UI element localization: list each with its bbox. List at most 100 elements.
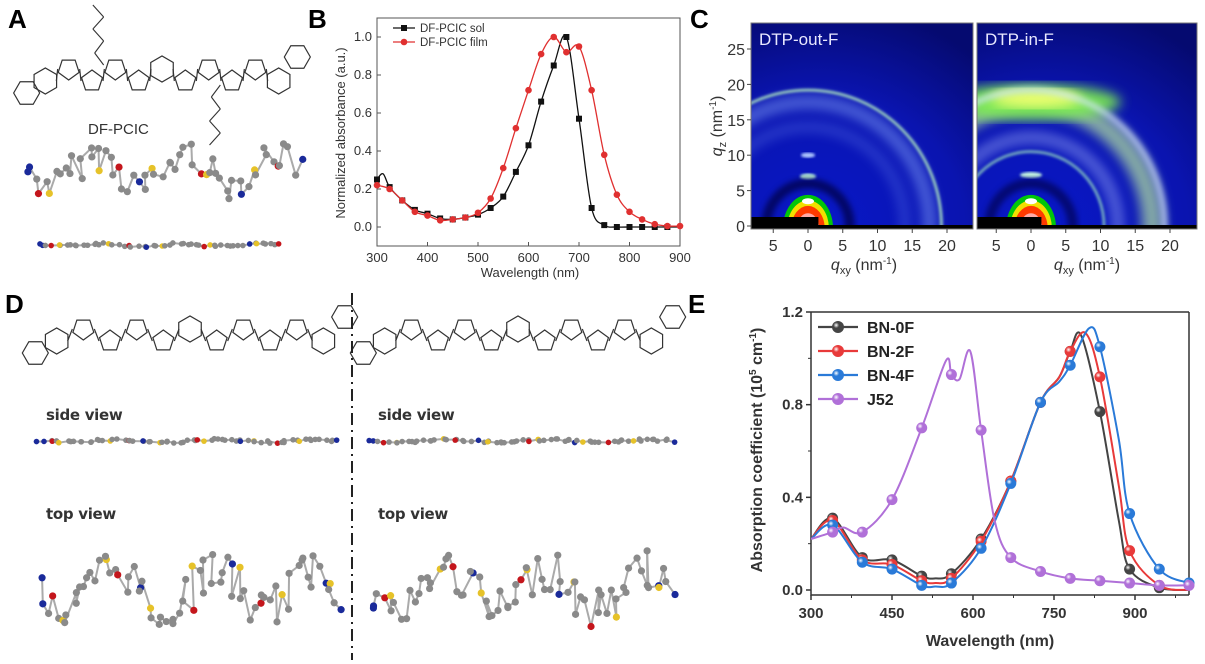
atom (67, 152, 76, 160)
bond (395, 328, 401, 342)
atom (536, 438, 543, 444)
atom (76, 155, 84, 163)
side-view-label-right: side view (378, 406, 455, 424)
atom (188, 161, 196, 169)
atom (571, 578, 579, 586)
atom (224, 553, 232, 561)
atom (520, 437, 527, 443)
atom (324, 437, 330, 444)
atom (257, 599, 265, 607)
atom (124, 573, 133, 581)
atom (180, 240, 187, 247)
data-point (424, 212, 431, 219)
atom (485, 438, 491, 445)
bond (230, 563, 234, 597)
atom (644, 436, 651, 443)
atom (565, 437, 571, 444)
atom (130, 562, 138, 571)
atom (62, 611, 70, 619)
atom (95, 167, 103, 175)
atom (636, 436, 643, 442)
atom (49, 592, 57, 600)
atom (475, 437, 482, 444)
giwaxs-image-1 (751, 23, 973, 229)
bond (242, 68, 245, 82)
legend-marker (832, 321, 844, 333)
atom (146, 604, 155, 612)
atom (148, 164, 156, 173)
atom (258, 439, 264, 446)
ring (72, 319, 95, 341)
atom (386, 439, 392, 445)
y-tick-label: 0.4 (782, 489, 804, 506)
x-tick-label: 5 (838, 238, 847, 255)
atom (34, 190, 43, 198)
atom (476, 573, 484, 581)
atom (644, 584, 653, 592)
atom (295, 561, 303, 570)
ring (426, 329, 450, 351)
atom (156, 613, 165, 621)
data-point (1064, 359, 1076, 371)
atom (580, 596, 589, 604)
bond (230, 567, 241, 597)
atom (78, 438, 85, 445)
ring (285, 319, 308, 341)
atom (273, 618, 281, 626)
atom (201, 243, 207, 250)
x-tick-label: 20 (1161, 238, 1179, 255)
diffraction-spot (800, 173, 816, 180)
atom (413, 438, 420, 444)
series-j52 (811, 348, 1195, 591)
bond (286, 146, 297, 176)
x-tick-label: 0 (1027, 238, 1036, 255)
atom (369, 602, 378, 610)
data-point (613, 224, 620, 230)
atom (39, 600, 47, 608)
atom (78, 175, 86, 183)
panel-label-e: E (688, 289, 706, 319)
atom (136, 243, 142, 249)
atom (426, 584, 434, 593)
atom (169, 620, 177, 628)
data-point (886, 563, 898, 575)
atom (114, 571, 122, 579)
atom (406, 586, 414, 594)
bond (147, 328, 153, 342)
y-tick-label: 0.0 (782, 582, 803, 599)
panel-label-a: A (8, 4, 27, 34)
legend-marker (832, 345, 844, 357)
bond (200, 328, 207, 342)
atom (102, 147, 110, 155)
atom (415, 589, 423, 598)
bond (549, 554, 559, 590)
alkyl-chain (92, 4, 105, 18)
x-tick-label: 900 (1122, 605, 1147, 622)
atom (107, 153, 115, 161)
bond (195, 68, 199, 82)
data-point (1035, 565, 1046, 577)
atom (411, 598, 419, 606)
x-tick-label: 600 (960, 605, 985, 622)
atom (426, 579, 434, 587)
atom (188, 241, 194, 247)
atom (597, 591, 605, 599)
ring (80, 69, 104, 91)
data-point (500, 193, 507, 200)
atom (155, 620, 163, 628)
bond (102, 68, 105, 82)
data-point (588, 86, 595, 94)
y-tick-label: 15 (727, 113, 745, 130)
data-point (550, 33, 558, 41)
data-point (499, 164, 507, 172)
bond (276, 594, 284, 623)
data-point (538, 98, 545, 105)
bond (265, 68, 269, 82)
atom (235, 242, 241, 249)
bond (274, 585, 279, 622)
atom (370, 438, 377, 444)
df-pcic-3d-model-side (37, 240, 282, 250)
y-tick-label: 10 (727, 148, 745, 165)
atom (564, 588, 572, 596)
x-tick-label: 15 (903, 238, 921, 255)
